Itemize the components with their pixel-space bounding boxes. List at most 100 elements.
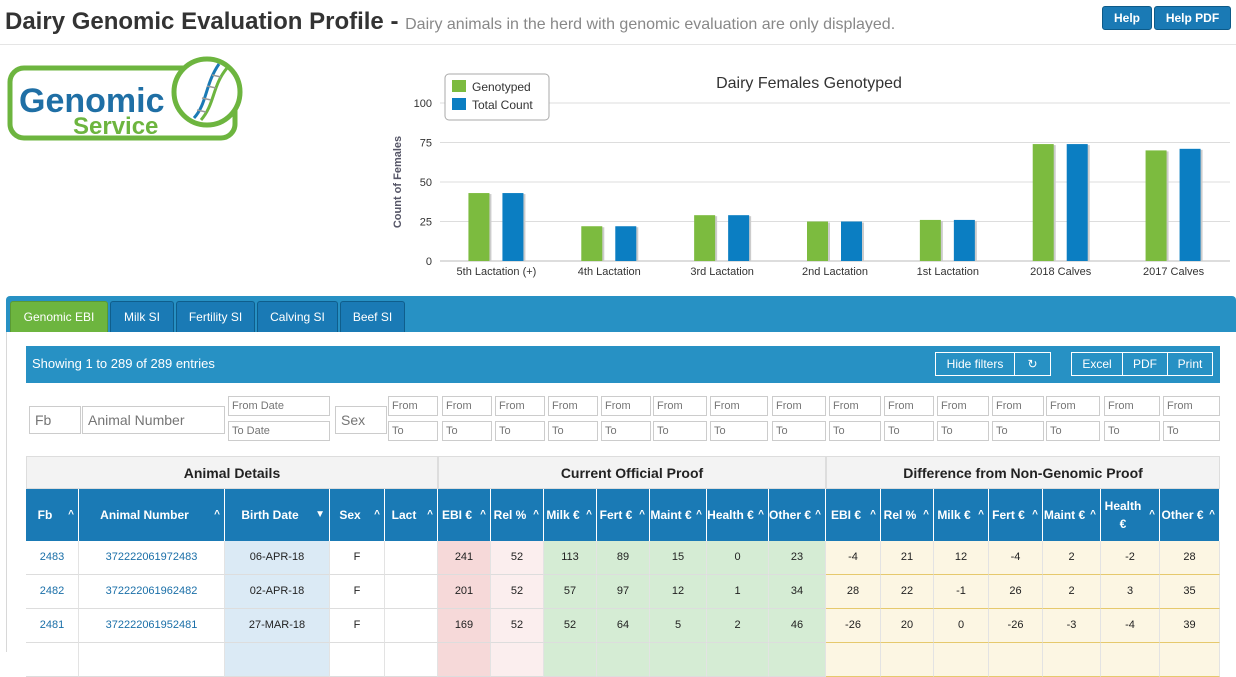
tab-fertility-si[interactable]: Fertility SI (176, 301, 255, 332)
from-filter-15[interactable] (1163, 396, 1220, 416)
col-header-milk[interactable]: Milk € ^ (544, 489, 597, 541)
cell-diff-rel: 20 (881, 609, 934, 643)
cell-fert: 89 (597, 541, 650, 575)
col-header-lact[interactable]: Lact ^ (385, 489, 438, 541)
from-filter-12[interactable] (992, 396, 1044, 416)
to-filter-8[interactable] (772, 421, 826, 441)
col-header-ebi[interactable]: EBI € ^ (438, 489, 491, 541)
y-tick-label: 75 (420, 138, 432, 150)
to-filter-9[interactable] (829, 421, 881, 441)
to-filter-1[interactable] (388, 421, 438, 441)
col-header-label: Maint € (1043, 508, 1086, 522)
birth-date-from-filter[interactable] (228, 396, 330, 416)
from-filter-4[interactable] (548, 396, 598, 416)
col-header-fert[interactable]: Fert € ^ (597, 489, 650, 541)
from-filter-8[interactable] (772, 396, 826, 416)
col-header-birth-date[interactable]: Birth Date ▼ (225, 489, 330, 541)
cell-milk: 113 (544, 541, 597, 575)
col-header-animal-number[interactable]: Animal Number ^ (79, 489, 225, 541)
help-pdf-button[interactable]: Help PDF (1154, 6, 1231, 30)
cell-animal-number[interactable] (79, 643, 225, 677)
col-header-diff-ebi[interactable]: EBI € ^ (826, 489, 881, 541)
col-header-diff-maint[interactable]: Maint € ^ (1043, 489, 1101, 541)
to-filter-14[interactable] (1104, 421, 1160, 441)
to-filter-5[interactable] (601, 421, 651, 441)
cell-fb[interactable]: 2482 (26, 575, 79, 609)
cell-diff-ebi: -26 (826, 609, 881, 643)
cell-fb[interactable]: 2481 (26, 609, 79, 643)
to-filter-11[interactable] (937, 421, 989, 441)
from-filter-1[interactable] (388, 396, 438, 416)
to-filter-4[interactable] (548, 421, 598, 441)
sort-icon: ^ (639, 509, 645, 520)
hide-filters-button[interactable]: Hide filters (935, 352, 1015, 376)
excel-button[interactable]: Excel (1071, 352, 1123, 376)
animal-number-filter[interactable] (82, 406, 225, 434)
to-filter-3[interactable] (495, 421, 545, 441)
from-filter-7[interactable] (710, 396, 768, 416)
col-header-maint[interactable]: Maint € ^ (650, 489, 707, 541)
reset-filters-button[interactable]: ↻ (1014, 352, 1051, 376)
from-filter-6[interactable] (653, 396, 707, 416)
cell-animal-number[interactable]: 372222061952481 (79, 609, 225, 643)
pdf-button[interactable]: PDF (1122, 352, 1168, 376)
from-filter-3[interactable] (495, 396, 545, 416)
birth-date-to-filter[interactable] (228, 421, 330, 441)
cell-animal-number[interactable]: 372222061972483 (79, 541, 225, 575)
tab-beef-si[interactable]: Beef SI (340, 301, 405, 332)
cell-diff-ebi: -4 (826, 541, 881, 575)
cell-fb[interactable]: 2483 (26, 541, 79, 575)
cell-birth-date (225, 643, 330, 677)
to-filter-6[interactable] (653, 421, 707, 441)
entries-info: Showing 1 to 289 of 289 entries (32, 356, 215, 371)
col-header-label: Health € (1104, 499, 1142, 531)
from-filter-10[interactable] (884, 396, 934, 416)
to-filter-10[interactable] (884, 421, 934, 441)
x-tick-label: 4th Lactation (578, 266, 641, 278)
print-button[interactable]: Print (1167, 352, 1213, 376)
cell-fb[interactable] (26, 643, 79, 677)
to-filter-2[interactable] (442, 421, 492, 441)
col-header-diff-other[interactable]: Other € ^ (1160, 489, 1220, 541)
tab-calving-si[interactable]: Calving SI (257, 301, 338, 332)
col-header-sex[interactable]: Sex ^ (330, 489, 385, 541)
to-filter-12[interactable] (992, 421, 1044, 441)
tab-genomic-ebi[interactable]: Genomic EBI (10, 301, 108, 332)
col-header-diff-fert[interactable]: Fert € ^ (989, 489, 1043, 541)
tab-milk-si[interactable]: Milk SI (110, 301, 174, 332)
from-filter-5[interactable] (601, 396, 651, 416)
col-header-diff-health[interactable]: Health € ^ (1101, 489, 1160, 541)
from-filter-14[interactable] (1104, 396, 1160, 416)
to-filter-15[interactable] (1163, 421, 1220, 441)
cell-sex: F (330, 541, 385, 575)
col-header-fb[interactable]: Fb ^ (26, 489, 79, 541)
col-header-health[interactable]: Health € ^ (707, 489, 769, 541)
sex-filter[interactable] (335, 406, 387, 434)
cell-sex (330, 643, 385, 677)
cell-fert (597, 643, 650, 677)
to-filter-13[interactable] (1046, 421, 1100, 441)
bar-genotyped (581, 226, 603, 261)
col-header-diff-milk[interactable]: Milk € ^ (934, 489, 989, 541)
group-animal-details: Animal Details (26, 456, 438, 489)
table-panel: Showing 1 to 289 of 289 entries Hide fil… (6, 332, 1236, 677)
from-filter-2[interactable] (442, 396, 492, 416)
col-header-other[interactable]: Other € ^ (769, 489, 826, 541)
cell-diff-other: 39 (1160, 609, 1220, 643)
cell-diff-health: -2 (1101, 541, 1160, 575)
to-filter-7[interactable] (710, 421, 768, 441)
col-header-rel[interactable]: Rel % ^ (491, 489, 544, 541)
cell-health: 1 (707, 575, 769, 609)
cell-health: 0 (707, 541, 769, 575)
from-filter-13[interactable] (1046, 396, 1100, 416)
from-filter-11[interactable] (937, 396, 989, 416)
cell-animal-number[interactable]: 372222061962482 (79, 575, 225, 609)
fb-filter[interactable] (29, 406, 81, 434)
from-filter-9[interactable] (829, 396, 881, 416)
col-header-label: Health € (707, 508, 754, 522)
col-header-diff-rel[interactable]: Rel % ^ (881, 489, 934, 541)
col-header-label: Rel % (493, 508, 527, 522)
help-button[interactable]: Help (1102, 6, 1152, 30)
col-header-label: Milk € (937, 508, 971, 522)
cell-diff-maint: 2 (1043, 541, 1101, 575)
